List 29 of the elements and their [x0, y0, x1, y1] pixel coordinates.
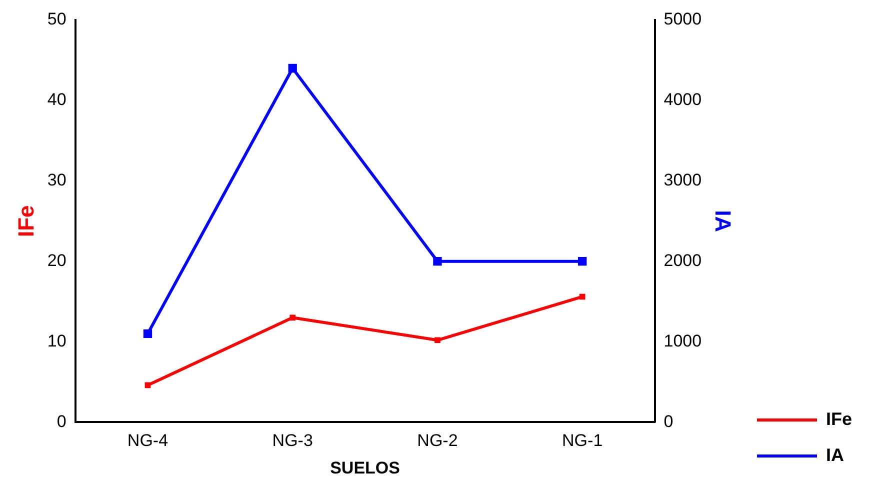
y2-tick-label: 4000 — [664, 90, 702, 110]
x-axis-title: SUELOS — [330, 458, 400, 478]
point — [143, 329, 152, 338]
x-tick-label: NG-4 — [127, 431, 168, 450]
legend-label: IA — [826, 444, 844, 465]
point — [288, 64, 297, 73]
y2-tick-label: 0 — [664, 412, 674, 431]
x-tick-label: NG-1 — [562, 431, 603, 450]
x-tick-label: NG-3 — [272, 431, 313, 450]
y-tick-label: 10 — [47, 331, 66, 350]
y2-tick-label: 2000 — [664, 251, 702, 270]
point — [434, 337, 440, 344]
y2-tick-label: 3000 — [664, 170, 702, 190]
y-tick-label: 20 — [47, 251, 66, 270]
y-tick-label: 40 — [47, 90, 66, 110]
y2-axis-title: IA — [710, 210, 736, 232]
x-tick-label: NG-2 — [417, 431, 458, 450]
y2-tick-label: 1000 — [664, 331, 702, 350]
point — [290, 314, 296, 321]
point — [144, 382, 151, 388]
point — [579, 294, 586, 300]
point — [578, 256, 587, 266]
y-tick-label: 0 — [56, 412, 66, 431]
y-tick-label: 30 — [47, 170, 66, 190]
y-tick-label: 50 — [47, 10, 66, 29]
y2-tick-label: 5000 — [664, 10, 702, 29]
point — [433, 256, 442, 266]
y-axis-title: IFe — [13, 205, 38, 237]
legend-label: IFe — [826, 408, 852, 429]
